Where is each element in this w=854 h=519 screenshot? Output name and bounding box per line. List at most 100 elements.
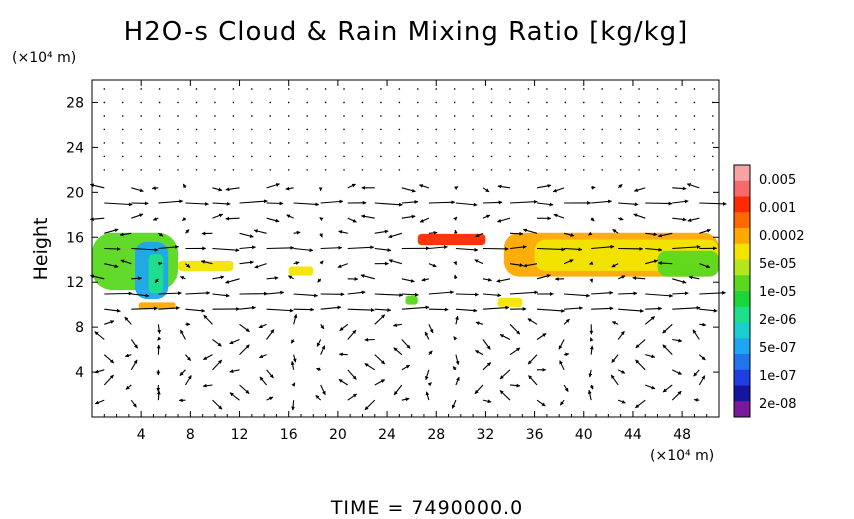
grid-dot bbox=[195, 155, 198, 158]
wind-vector bbox=[185, 354, 192, 361]
wind-vector bbox=[119, 232, 132, 237]
grid-dot bbox=[656, 155, 659, 158]
wind-vector bbox=[537, 308, 566, 313]
wind-vector bbox=[522, 228, 538, 234]
wind-vector bbox=[482, 293, 502, 298]
wind-vector bbox=[401, 397, 410, 402]
wind-vector bbox=[347, 183, 356, 189]
wind-vector bbox=[527, 354, 538, 365]
wind-vector bbox=[474, 384, 484, 395]
grid-dot bbox=[140, 88, 142, 90]
y-tick-label: 4 bbox=[75, 365, 84, 381]
grid-dot bbox=[693, 101, 696, 104]
grid-dot bbox=[380, 128, 382, 131]
wind-vector bbox=[645, 232, 658, 237]
x-tick-label: 16 bbox=[280, 427, 298, 443]
grid-dot bbox=[140, 128, 142, 131]
wind-vector bbox=[156, 390, 161, 401]
wind-vector bbox=[229, 392, 240, 401]
grid-dot bbox=[675, 128, 677, 131]
wind-vector bbox=[293, 202, 320, 207]
wind-vector bbox=[617, 369, 626, 374]
grid-dot bbox=[398, 169, 401, 171]
y-tick-label: 20 bbox=[66, 185, 84, 201]
grid-dot bbox=[564, 142, 567, 144]
wind-vector bbox=[657, 232, 673, 238]
wind-vector bbox=[185, 291, 211, 295]
grid-dots bbox=[103, 88, 714, 171]
wind-vector bbox=[672, 305, 701, 310]
wind-vector bbox=[699, 263, 711, 269]
wind-vector bbox=[672, 291, 689, 296]
wind-vector bbox=[130, 339, 139, 349]
wind-vector bbox=[374, 314, 386, 325]
wind-vector bbox=[633, 187, 646, 192]
wind-vector bbox=[499, 334, 511, 340]
wind-vector bbox=[559, 399, 565, 406]
wind-vector bbox=[693, 398, 700, 402]
colorbar-swatch bbox=[734, 338, 750, 355]
grid-dot bbox=[158, 88, 161, 90]
wind-vector bbox=[499, 390, 511, 401]
wind-vector bbox=[320, 305, 342, 310]
grid-dot bbox=[656, 88, 659, 90]
wind-vector bbox=[259, 354, 267, 359]
grid-dot bbox=[582, 101, 585, 104]
wind-vector bbox=[455, 308, 478, 313]
wind-vector bbox=[552, 187, 565, 193]
wind-vector bbox=[180, 276, 186, 280]
wind-vector bbox=[401, 364, 411, 371]
grid-dot bbox=[564, 101, 567, 104]
grid-dot bbox=[306, 128, 308, 131]
grid-dot bbox=[638, 169, 640, 171]
grid-dot bbox=[195, 128, 198, 131]
wind-vector bbox=[239, 384, 250, 395]
grid-dot bbox=[490, 128, 493, 131]
wind-vector bbox=[428, 290, 455, 295]
grid-dot bbox=[195, 142, 198, 144]
x-tick-label: 4 bbox=[137, 427, 146, 443]
wind-vector bbox=[316, 339, 322, 347]
wind-vector bbox=[591, 306, 614, 311]
wind-vector bbox=[374, 308, 392, 312]
wind-vector bbox=[475, 321, 484, 326]
wind-vector bbox=[528, 375, 538, 386]
grid-dot bbox=[214, 88, 216, 90]
grid-dot bbox=[527, 101, 530, 104]
wind-vector bbox=[451, 399, 457, 409]
wind-vector bbox=[482, 339, 491, 350]
wind-vector bbox=[225, 187, 240, 192]
wind-vector bbox=[364, 363, 376, 371]
grid-dot bbox=[269, 142, 272, 144]
grid-dot bbox=[527, 128, 530, 131]
wind-vector bbox=[536, 399, 546, 407]
wind-vector bbox=[591, 290, 614, 295]
wind-vector bbox=[401, 278, 415, 283]
wind-vector bbox=[157, 324, 162, 334]
cloud-region-5 bbox=[417, 233, 486, 246]
grid-dot bbox=[416, 142, 419, 144]
grid-dot bbox=[306, 155, 308, 158]
wind-vector bbox=[253, 229, 267, 234]
grid-dot bbox=[490, 115, 493, 117]
grid-dot bbox=[472, 115, 474, 117]
grid-dot bbox=[601, 142, 604, 144]
grid-dot bbox=[712, 169, 714, 171]
grid-dot bbox=[546, 101, 548, 104]
grid-dot bbox=[361, 169, 364, 171]
wind-vector bbox=[657, 261, 673, 266]
wind-vector bbox=[374, 202, 403, 207]
wind-vector bbox=[482, 305, 510, 310]
grid-dot bbox=[269, 88, 272, 90]
wind-vector bbox=[497, 184, 511, 189]
wind-vector bbox=[151, 186, 159, 190]
wind-vector bbox=[672, 217, 687, 222]
grid-dot bbox=[564, 115, 567, 117]
grid-dot bbox=[693, 115, 696, 117]
wind-vector bbox=[229, 369, 240, 374]
grid-dot bbox=[380, 169, 382, 171]
wind-vector bbox=[104, 247, 121, 251]
wind-vector bbox=[258, 323, 267, 329]
wind-vector bbox=[364, 399, 376, 411]
